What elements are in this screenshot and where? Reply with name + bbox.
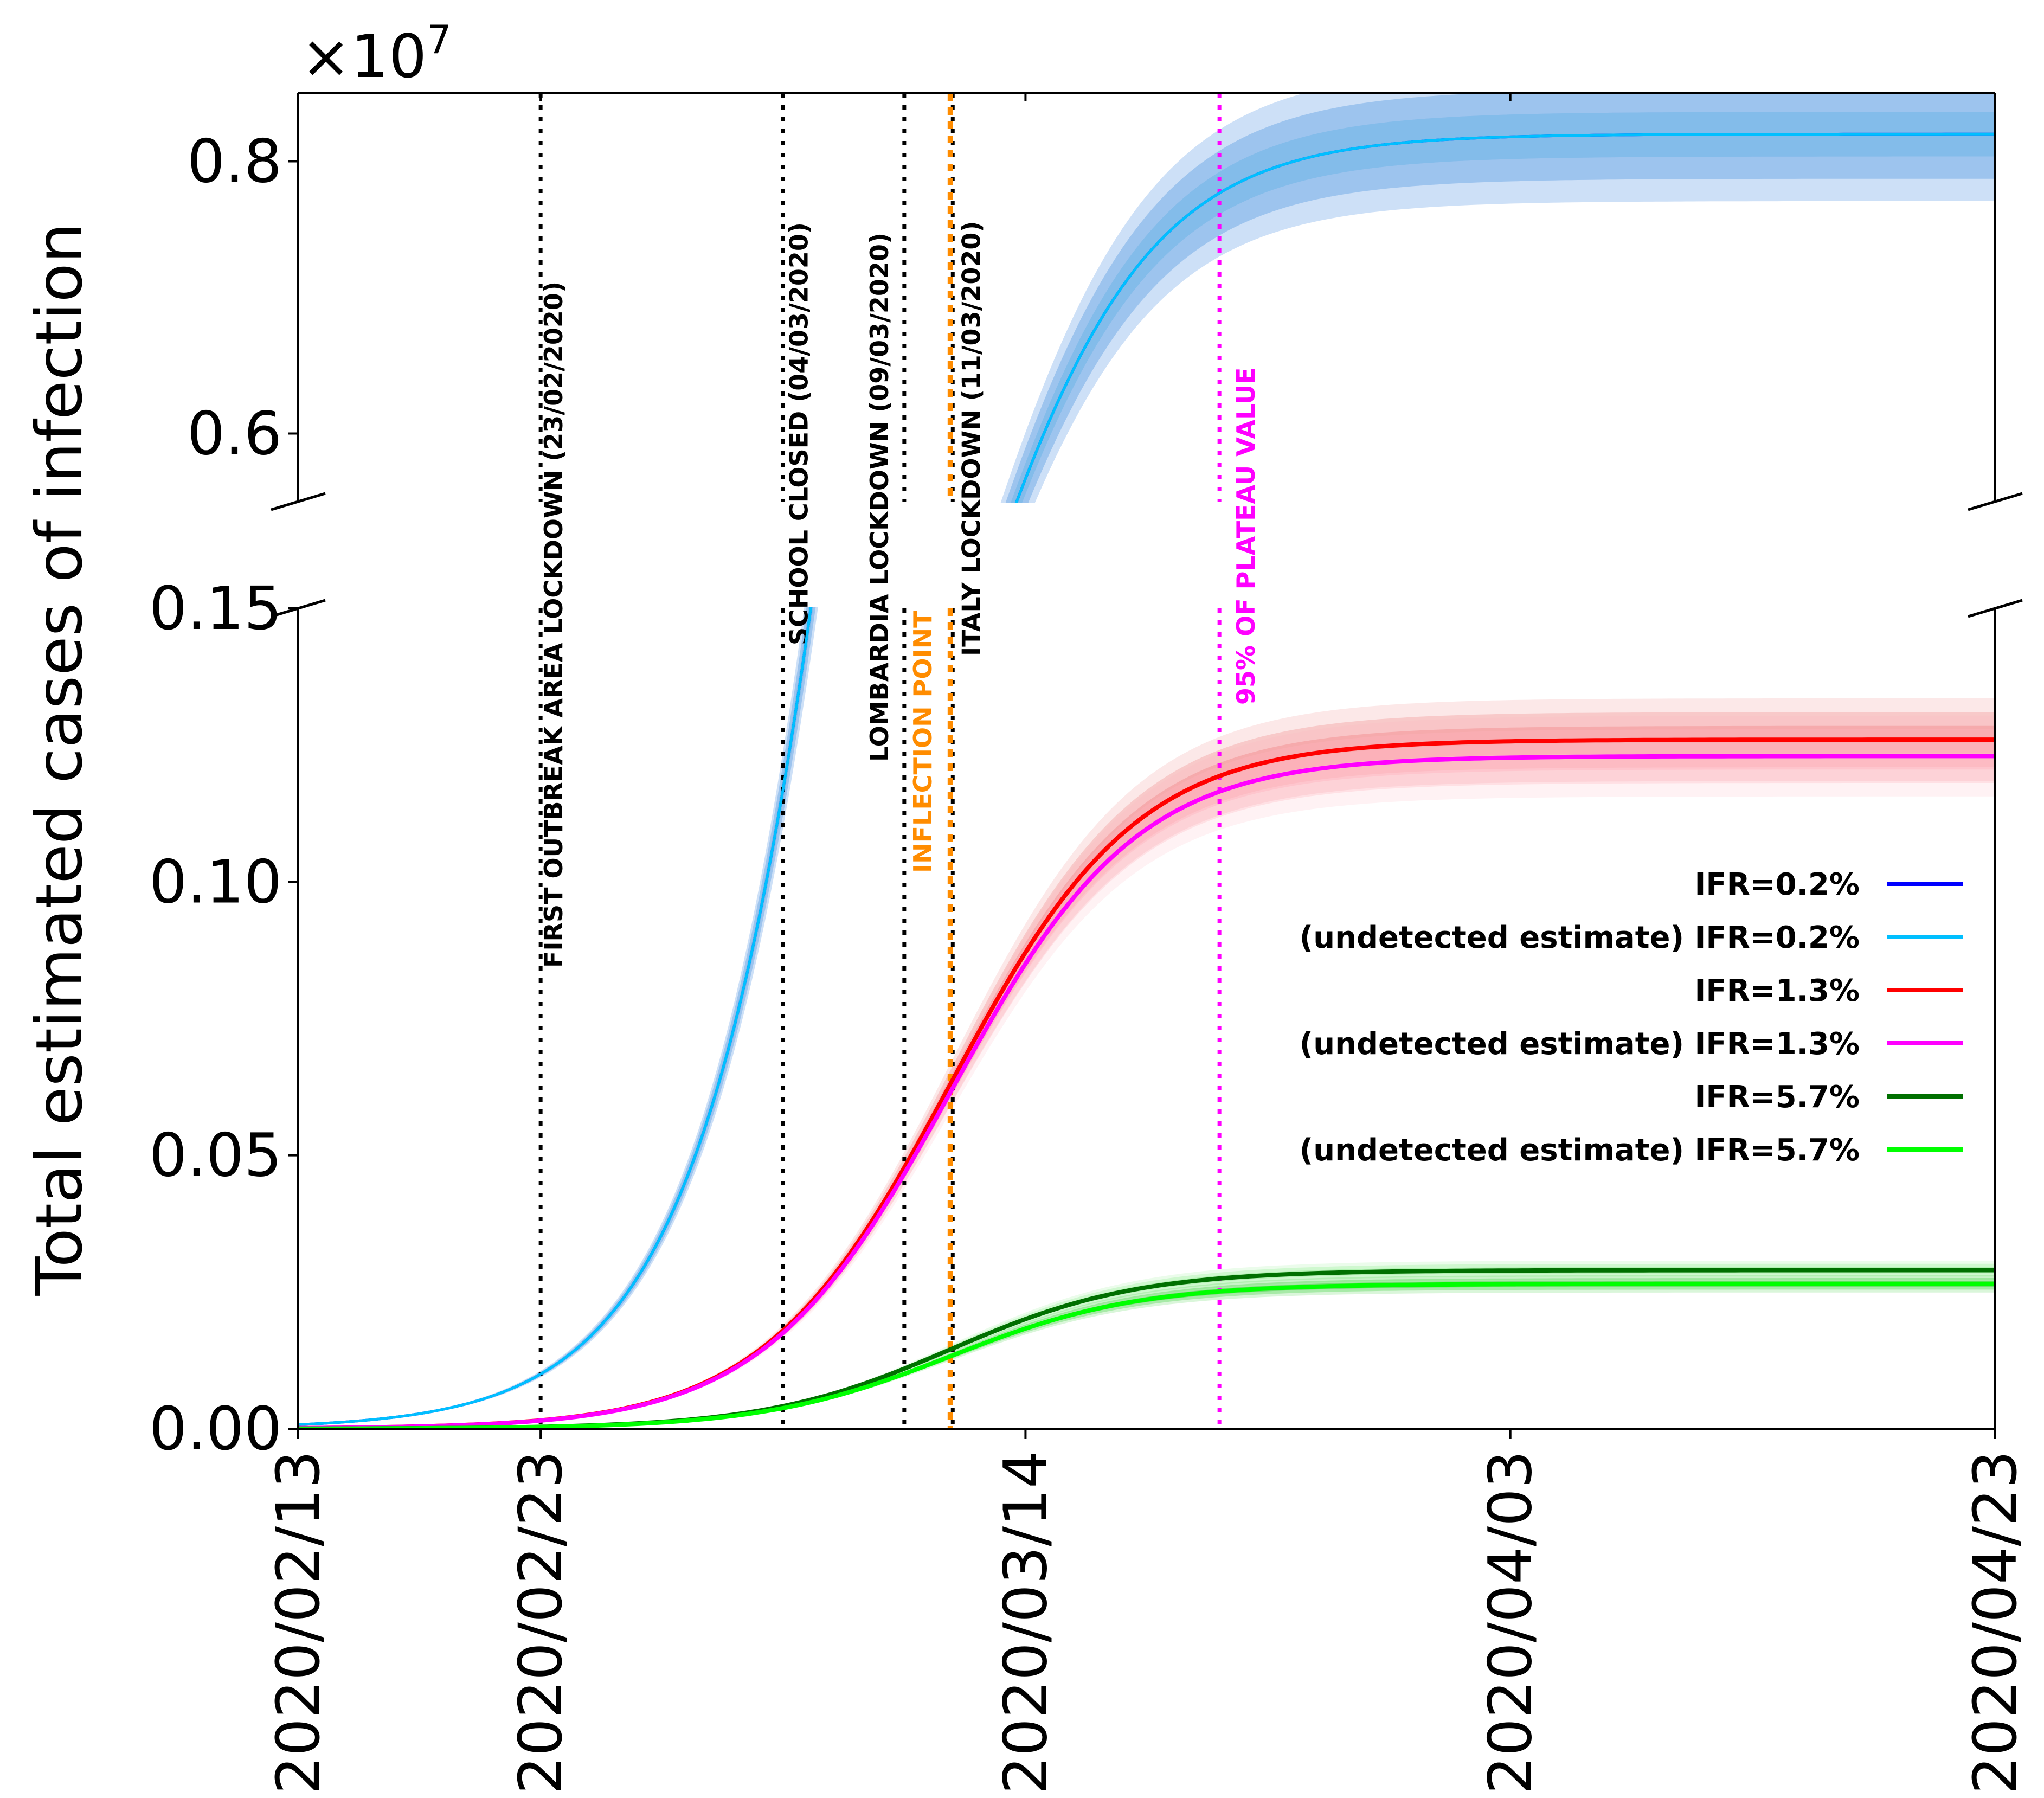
- legend-label: (undetected estimate) IFR=1.3%: [1300, 1026, 1860, 1062]
- legend-label: IFR=1.3%: [1695, 973, 1860, 1009]
- lower-panel-lines: [298, 607, 1995, 1429]
- series-band-upper-0: [1005, 93, 1995, 503]
- x-tick-label: 2020/02/23: [506, 1450, 575, 1794]
- event-label-5: 95% OF PLATEAU VALUE: [1231, 367, 1261, 705]
- series-band-upper-1: [1000, 93, 1995, 503]
- upper-panel-lines: [1014, 132, 1995, 503]
- y-tick-label-lower: 0.15: [149, 574, 282, 643]
- legend-item-5: (undetected estimate) IFR=5.7%: [1300, 1133, 1963, 1168]
- upper-panel-bands: [1000, 93, 1995, 503]
- legend-label: IFR=5.7%: [1695, 1080, 1860, 1115]
- x-tick-label: 2020/02/13: [263, 1450, 333, 1794]
- y-multiplier-base: ×10: [301, 22, 427, 91]
- legend-label: (undetected estimate) IFR=5.7%: [1300, 1133, 1860, 1168]
- series-line-3: [298, 754, 1995, 1429]
- event-label-3: ITALY LOCKDOWN (11/03/2020): [956, 221, 986, 656]
- series-band-3: [298, 715, 1995, 1428]
- x-ticks: 2020/02/13 2020/02/23 2020/03/14 2020/04/03…: [263, 93, 2030, 1794]
- legend-label: (undetected estimate) IFR=0.2%: [1300, 920, 1860, 955]
- y-tick-label-lower: 0.05: [149, 1121, 282, 1190]
- y-tick-label-upper: 0.6: [187, 399, 282, 468]
- y-multiplier-exponent: 7: [427, 17, 452, 62]
- x-tick-label: 2020/03/14: [991, 1450, 1060, 1794]
- series-band-upper-1: [1005, 93, 1995, 503]
- legend-item-1: (undetected estimate) IFR=0.2%: [1300, 920, 1963, 955]
- y-axis-label: Total estimated cases of infection: [22, 223, 97, 1296]
- y-multiplier: ×107: [301, 17, 452, 91]
- y-tick-label-lower: 0.00: [149, 1394, 282, 1463]
- event-label-1: SCHOOL CLOSED (04/03/2020): [784, 222, 813, 645]
- y-tick-label-lower: 0.10: [149, 847, 282, 916]
- lower-panel-bands: [298, 607, 1995, 1429]
- series-band-upper-0: [1000, 93, 1995, 503]
- series-band-2: [298, 698, 1995, 1428]
- event-label-0: FIRST OUTBREAK AREA LOCKDOWN (23/02/2020…: [539, 281, 568, 968]
- series-band-upper-0: [1011, 112, 1995, 503]
- series-line-lower-1: [298, 607, 813, 1426]
- legend-item-2: IFR=1.3%: [1695, 973, 1963, 1009]
- event-label-4: INFLECTION POINT: [908, 611, 937, 873]
- event-lines: FIRST OUTBREAK AREA LOCKDOWN (23/02/2020…: [538, 93, 1261, 1429]
- series-band-upper-1: [1011, 112, 1995, 503]
- legend-item-4: IFR=5.7%: [1695, 1080, 1963, 1115]
- axes: [271, 92, 2023, 1430]
- series-line-5: [298, 1281, 1995, 1429]
- series-band-4: [298, 1260, 1995, 1429]
- x-tick-label: 2020/04/23: [1961, 1450, 2030, 1794]
- axis-break-mark: [271, 492, 326, 511]
- series-line-upper-1: [1014, 132, 1995, 503]
- x-tick-label: 2020/04/03: [1476, 1450, 1545, 1794]
- legend-label: IFR=0.2%: [1695, 867, 1860, 902]
- event-label-2: LOMBARDIA LOCKDOWN (09/03/2020): [865, 233, 894, 762]
- y-tick-label-upper: 0.8: [187, 127, 282, 196]
- legend-item-3: (undetected estimate) IFR=1.3%: [1300, 1026, 1963, 1062]
- series-band-5: [298, 1275, 1995, 1429]
- legend: IFR=0.2% (undetected estimate) IFR=0.2% IF…: [1300, 867, 1963, 1168]
- legend-item-0: IFR=0.2%: [1695, 867, 1963, 902]
- y-ticks: 0.6 0.8 0.00 0.05 0.10 0.15: [149, 127, 298, 1463]
- axis-break-mark: [1968, 599, 2023, 618]
- axis-break-mark: [1968, 492, 2023, 511]
